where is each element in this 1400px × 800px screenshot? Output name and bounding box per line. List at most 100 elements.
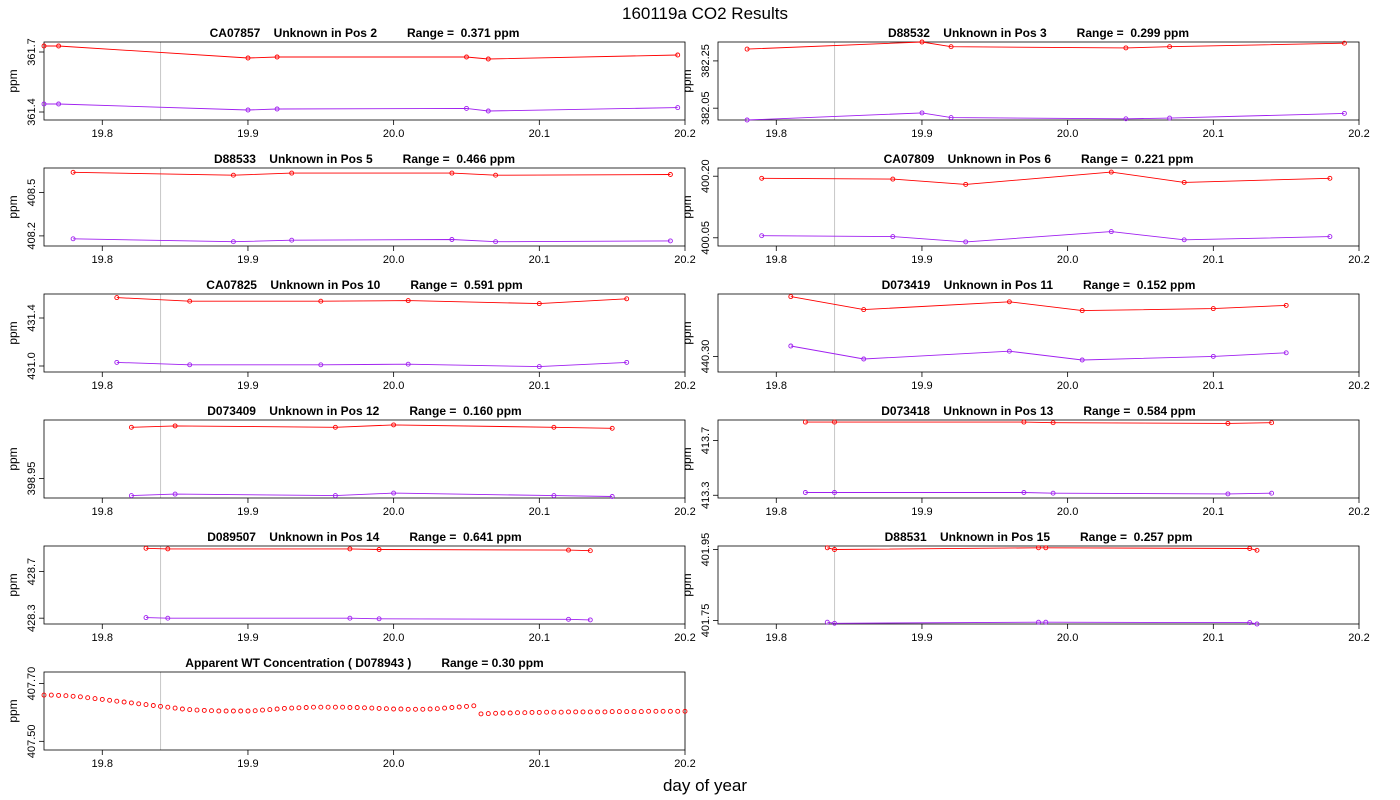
data-point: [759, 233, 765, 239]
plot-frame: [43, 419, 686, 499]
data-point: [609, 709, 615, 715]
y-axis-label: ppm: [6, 573, 20, 596]
y-axis-label: ppm: [680, 69, 694, 92]
x-tick-label: 20.2: [1348, 506, 1369, 518]
data-point: [587, 548, 593, 554]
data-point: [1123, 116, 1129, 122]
y-tick-label: 431.0: [26, 352, 38, 380]
x-tick-label: 20.0: [383, 506, 404, 518]
y-axis-label: ppm: [6, 195, 20, 218]
data-point: [948, 115, 954, 121]
data-point: [449, 705, 455, 710]
data-point: [230, 172, 236, 178]
data-point: [1006, 299, 1012, 305]
data-point: [616, 709, 622, 715]
panel-title: CA07857 Unknown in Pos 2 Range = 0.371 p…: [210, 26, 520, 40]
y-tick-label: 382.05: [700, 91, 712, 125]
panels: CA07857 Unknown in Pos 2 Range = 0.371 p…: [6, 26, 1370, 770]
x-tick-label: 19.9: [237, 758, 258, 770]
data-point: [493, 239, 499, 245]
data-point: [744, 117, 750, 123]
x-tick-label: 20.1: [529, 128, 550, 140]
x-tick-label: 20.1: [1203, 380, 1224, 392]
data-point: [1006, 348, 1012, 354]
series-line-lower: [145, 617, 591, 621]
data-point: [260, 707, 265, 713]
x-tick-label: 19.9: [911, 128, 932, 140]
data-point: [609, 494, 615, 499]
data-point: [238, 708, 244, 714]
data-point: [413, 706, 418, 712]
x-tick-label: 19.9: [911, 506, 932, 518]
data-point: [1283, 302, 1289, 308]
data-point: [595, 709, 601, 715]
data-point: [274, 706, 280, 712]
panel-title: CA07825 Unknown in Pos 10 Range = 0.591 …: [206, 278, 522, 292]
y-tick-label: 398.95: [26, 462, 38, 496]
data-point: [675, 708, 681, 714]
data-point: [1036, 619, 1041, 625]
data-point: [92, 696, 98, 702]
data-point: [289, 170, 295, 176]
data-point: [85, 695, 91, 701]
series-line-lower: [131, 492, 613, 497]
y-tick-label: 428.7: [26, 558, 38, 586]
y-tick-label: 408.5: [26, 179, 38, 207]
x-tick-label: 20.0: [1057, 128, 1078, 140]
x-tick-label: 19.8: [766, 254, 787, 266]
data-point: [638, 709, 644, 715]
x-tick-label: 20.1: [1203, 632, 1224, 644]
series-line-upper: [44, 45, 678, 60]
x-tick-label: 19.9: [911, 632, 932, 644]
data-point: [143, 545, 149, 551]
series-line-lower: [747, 112, 1345, 121]
data-point: [405, 298, 411, 304]
data-point: [376, 616, 382, 622]
data-point: [788, 294, 794, 300]
panel-title: D073419 Unknown in Pos 11 Range = 0.152 …: [882, 278, 1196, 292]
data-point: [347, 546, 353, 552]
data-point: [274, 54, 280, 60]
data-point: [624, 296, 630, 302]
figure-title: 160119a CO2 Results: [622, 4, 788, 23]
data-point: [580, 709, 586, 715]
data-point: [296, 705, 302, 711]
data-point: [1247, 546, 1253, 551]
y-tick-label: 431.4: [26, 304, 38, 332]
series-line-lower: [790, 345, 1287, 361]
series-line-lower: [44, 103, 678, 112]
data-point: [500, 710, 506, 716]
data-point: [48, 692, 54, 698]
data-point: [832, 620, 837, 626]
plot-frame: [717, 419, 1360, 499]
data-point: [536, 301, 542, 307]
data-point: [485, 108, 491, 114]
series-line-upper: [131, 424, 613, 429]
x-tick-label: 20.0: [1057, 380, 1078, 392]
data-point: [128, 700, 134, 706]
data-point: [223, 708, 229, 714]
x-tick-label: 19.8: [92, 128, 113, 140]
data-point: [179, 706, 185, 712]
x-tick-label: 19.8: [766, 380, 787, 392]
data-point: [332, 704, 338, 710]
data-point: [631, 709, 637, 715]
data-point: [1050, 490, 1056, 496]
data-point: [515, 710, 520, 716]
series-line-lower: [805, 492, 1272, 495]
data-point: [347, 705, 353, 710]
y-axis-label: ppm: [680, 195, 694, 218]
data-point: [56, 692, 62, 698]
data-point: [566, 616, 571, 622]
data-point: [1181, 237, 1187, 243]
data-point: [1210, 353, 1216, 359]
y-axis-label: ppm: [680, 573, 694, 596]
data-point: [667, 172, 673, 177]
data-point: [391, 490, 397, 496]
plot-frame: [717, 545, 1360, 625]
data-point: [667, 238, 673, 244]
x-tick-label: 20.1: [529, 632, 550, 644]
plot-frame: [43, 545, 686, 625]
data-point: [919, 39, 925, 45]
